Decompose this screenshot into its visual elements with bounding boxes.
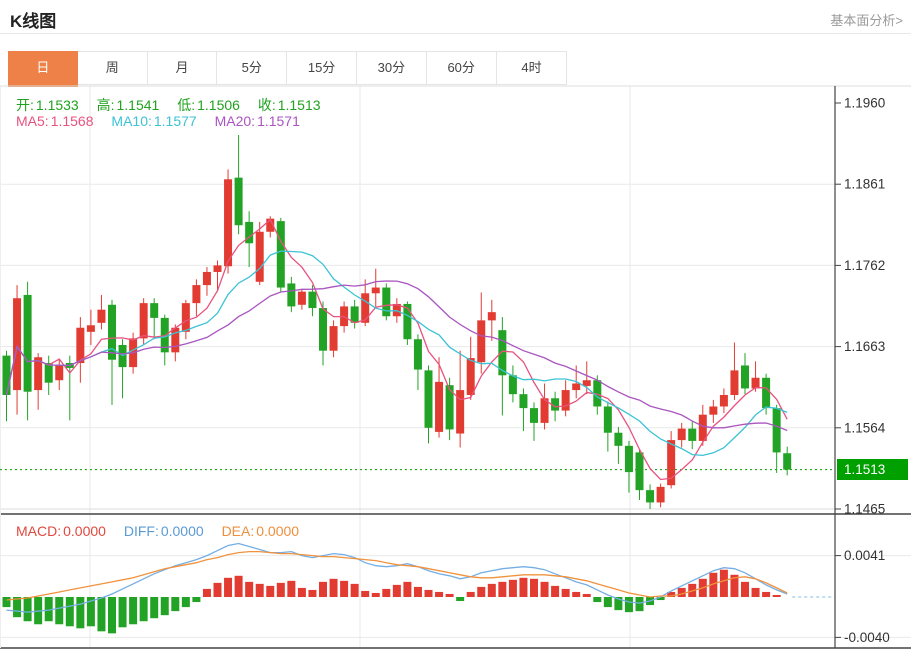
dea-value: 0.0000 bbox=[256, 523, 300, 539]
tab-60min[interactable]: 60分 bbox=[426, 52, 497, 84]
tab-week[interactable]: 周 bbox=[77, 52, 148, 84]
ma5-label: MA5: bbox=[16, 113, 49, 129]
ma-legend: MA5: 1.1568 MA10: 1.1577 MA20: 1.1571 bbox=[16, 113, 314, 129]
close-label: 收: bbox=[257, 97, 276, 113]
macd-label: MACD: bbox=[16, 523, 62, 539]
period-tabbar: 日周月 5分 15分 30分 60分 4时 bbox=[8, 51, 568, 87]
svg-text:1.1960: 1.1960 bbox=[844, 96, 885, 111]
low-value: 1.1506 bbox=[197, 97, 240, 113]
tab-15min[interactable]: 15分 bbox=[287, 52, 357, 84]
macd-legend: MACD: 0.0000 DIFF: 0.0000 DEA: 0.0000 bbox=[16, 523, 313, 539]
ma10-value: 1.1577 bbox=[153, 113, 197, 129]
tab-4hour[interactable]: 4时 bbox=[496, 52, 567, 84]
tab-month[interactable]: 月 bbox=[147, 52, 218, 84]
svg-text:1.1465: 1.1465 bbox=[844, 502, 885, 517]
high-value: 1.1541 bbox=[116, 97, 160, 113]
diff-value: 0.0000 bbox=[160, 523, 204, 539]
diff-label: DIFF: bbox=[123, 523, 159, 539]
dea-line bbox=[6, 550, 788, 601]
last-price-badge: 1.1513 bbox=[837, 459, 908, 480]
open-label: 开: bbox=[16, 97, 34, 113]
svg-text:-0.0040: -0.0040 bbox=[844, 630, 890, 645]
svg-text:1.1663: 1.1663 bbox=[844, 339, 885, 354]
macd-histogram-group bbox=[2, 569, 781, 634]
tab-30min[interactable]: 30分 bbox=[356, 52, 427, 84]
ma20-line bbox=[5, 280, 788, 432]
low-label: 低: bbox=[177, 97, 196, 113]
ohlc-legend: 开: 1.1533 高: 1.1541 低: 1.1506 收: 1.1513 bbox=[16, 95, 335, 115]
page-title: K线图 bbox=[10, 12, 57, 31]
high-label: 高: bbox=[96, 97, 115, 113]
header-divider bbox=[0, 33, 911, 34]
candles-group bbox=[2, 134, 792, 509]
tab-day[interactable]: 日 bbox=[8, 51, 78, 87]
close-value: 1.1513 bbox=[277, 97, 321, 113]
svg-text:1.1861: 1.1861 bbox=[844, 177, 885, 192]
ma10-label: MA10: bbox=[111, 113, 152, 129]
ma20-value: 1.1571 bbox=[257, 113, 300, 129]
ma5-value: 1.1568 bbox=[50, 113, 94, 129]
fundamental-analysis-link[interactable]: 基本面分析> bbox=[830, 13, 903, 28]
open-value: 1.1533 bbox=[35, 97, 79, 113]
tab-5min[interactable]: 5分 bbox=[217, 52, 288, 84]
svg-text:0.0041: 0.0041 bbox=[844, 548, 885, 563]
svg-text:1.1564: 1.1564 bbox=[844, 420, 886, 435]
diff-line bbox=[6, 542, 788, 613]
ma10-line bbox=[5, 250, 788, 457]
ma5-line bbox=[5, 218, 788, 481]
dea-label: DEA: bbox=[221, 523, 255, 539]
svg-text:1.1762: 1.1762 bbox=[844, 258, 885, 273]
macd-value: 0.0000 bbox=[63, 523, 106, 539]
ma20-label: MA20: bbox=[214, 113, 256, 129]
